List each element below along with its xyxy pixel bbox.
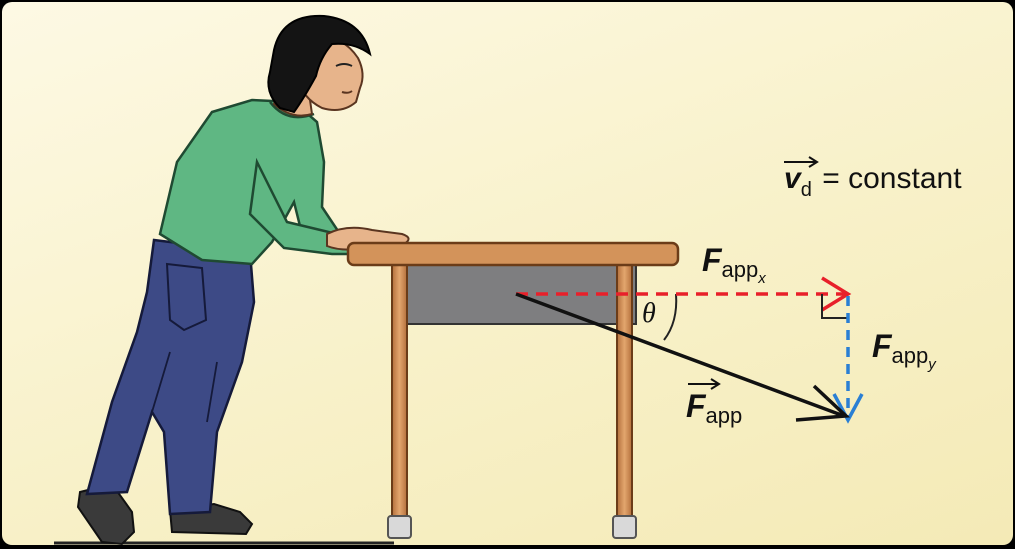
vd-symbol: v xyxy=(784,162,801,195)
person-figure xyxy=(76,14,410,545)
vd-label: vd = constant xyxy=(784,162,962,201)
fappx-subsub: x xyxy=(758,270,766,287)
right-angle-marker xyxy=(821,294,848,319)
theta-label: θ xyxy=(642,298,656,329)
fapp-main: F xyxy=(686,388,706,424)
table-foot-left xyxy=(387,515,412,539)
pants-pocket xyxy=(165,262,208,332)
fappx-arrowhead xyxy=(821,276,852,312)
fappx-main: F xyxy=(702,242,722,278)
fappy-sub: app xyxy=(891,343,929,368)
table-foot-right xyxy=(612,515,637,539)
fappx-sub: app xyxy=(721,257,759,282)
vd-vector-arrowhead xyxy=(808,156,819,168)
vd-subscript: d xyxy=(800,179,812,201)
fappy-main: F xyxy=(872,328,892,364)
theta-arc xyxy=(663,293,678,341)
table-top xyxy=(346,241,680,267)
fapp-sub: app xyxy=(705,403,743,428)
hair xyxy=(267,14,372,114)
pants xyxy=(85,238,256,516)
table-leg-right xyxy=(616,263,633,527)
table xyxy=(346,241,680,539)
fappy-subsub: y xyxy=(928,356,936,373)
fappx-label: Fappx xyxy=(702,242,766,287)
table-leg-left xyxy=(391,263,408,527)
eye xyxy=(335,63,353,67)
fapp-vector xyxy=(515,292,845,418)
pants-fold xyxy=(151,351,218,423)
fapp-label: Fapp xyxy=(686,388,743,428)
fapp-arrowhead xyxy=(795,384,851,422)
vd-equation: = constant xyxy=(822,162,962,195)
fappy-arrowhead xyxy=(832,393,864,424)
mouth xyxy=(341,90,353,94)
fapp-vector-arrowhead xyxy=(710,378,721,390)
fappy-label: Fappy xyxy=(872,328,936,373)
